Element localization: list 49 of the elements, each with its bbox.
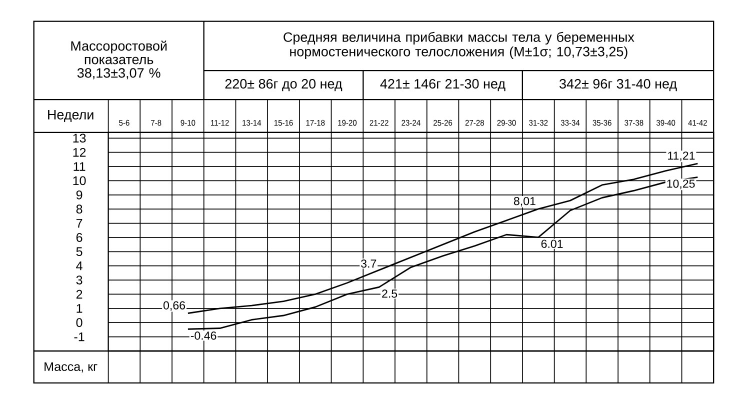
- x-tick-label: 11-12: [211, 120, 229, 126]
- text: 220± 86г до 20 нед: [225, 78, 342, 91]
- data-label: 2.5: [382, 289, 398, 298]
- x-tick-label: 21-22: [370, 120, 388, 126]
- text: 342± 96г 31-40 нед: [560, 78, 677, 91]
- x-tick-label: 17-18: [306, 120, 325, 126]
- x-tick-label: 29-30: [497, 120, 516, 126]
- y-tick-label: 9: [76, 190, 82, 200]
- y-tick-label: -1: [74, 332, 84, 341]
- chart-title: Средняя величина прибавки массы тела у беременных нормостенического телосложения (M±1σ; 10,73±3,25): [284, 32, 634, 59]
- y-tick-label: 7: [76, 218, 82, 228]
- y-tick-label: 8: [76, 204, 82, 214]
- text: Масса, кг: [44, 362, 98, 372]
- data-label: 6.01: [541, 240, 563, 248]
- x-tick-label: 33-34: [560, 120, 580, 126]
- y-tick-label: 2: [76, 290, 82, 298]
- y-tick-label: 4: [76, 261, 82, 270]
- x-tick-label: 39-40: [656, 120, 676, 126]
- y-tick-label: 13: [73, 134, 86, 142]
- y-tick-label: 0: [76, 318, 82, 327]
- y-tick-label: 3: [76, 275, 82, 284]
- y-tick-label: 10: [73, 176, 86, 185]
- x-tick-label: 13-14: [242, 120, 262, 126]
- x-tick-label: 5-6: [119, 120, 130, 126]
- x-tick-label: 35-36: [592, 120, 612, 126]
- text: Массоростовой показатель 38,13±3,07 %: [71, 40, 167, 80]
- text: 421± 146г 21-30 нед: [380, 78, 506, 91]
- y-tick-label: 1: [76, 304, 82, 313]
- x-tick-label: 23-24: [402, 120, 420, 126]
- data-label: 0,66: [163, 301, 186, 311]
- text: Недели: [48, 110, 94, 122]
- y-tick-label: 5: [76, 247, 82, 256]
- x-tick-label: 27-28: [465, 120, 484, 126]
- x-tick-label: 9-10: [180, 120, 196, 126]
- x-tick-label: 41-42: [688, 120, 707, 126]
- y-tick-label: 11: [74, 162, 86, 171]
- x-tick-label: 19-20: [338, 120, 357, 126]
- x-tick-label: 37-38: [624, 120, 644, 126]
- x-tick-label: 25-26: [434, 120, 452, 126]
- data-label: 8,01: [514, 196, 536, 206]
- data-label: 3.7: [361, 259, 376, 268]
- y-tick-label: 12: [73, 148, 86, 157]
- x-tick-label: 15-16: [274, 120, 293, 126]
- data-label: 10,25: [667, 179, 695, 189]
- x-tick-label: 31-32: [529, 120, 548, 126]
- x-tick-label: 7-8: [151, 120, 162, 126]
- data-label: 11,21: [668, 151, 695, 161]
- data-label: -0.46: [190, 331, 216, 340]
- y-tick-label: 6: [76, 232, 82, 242]
